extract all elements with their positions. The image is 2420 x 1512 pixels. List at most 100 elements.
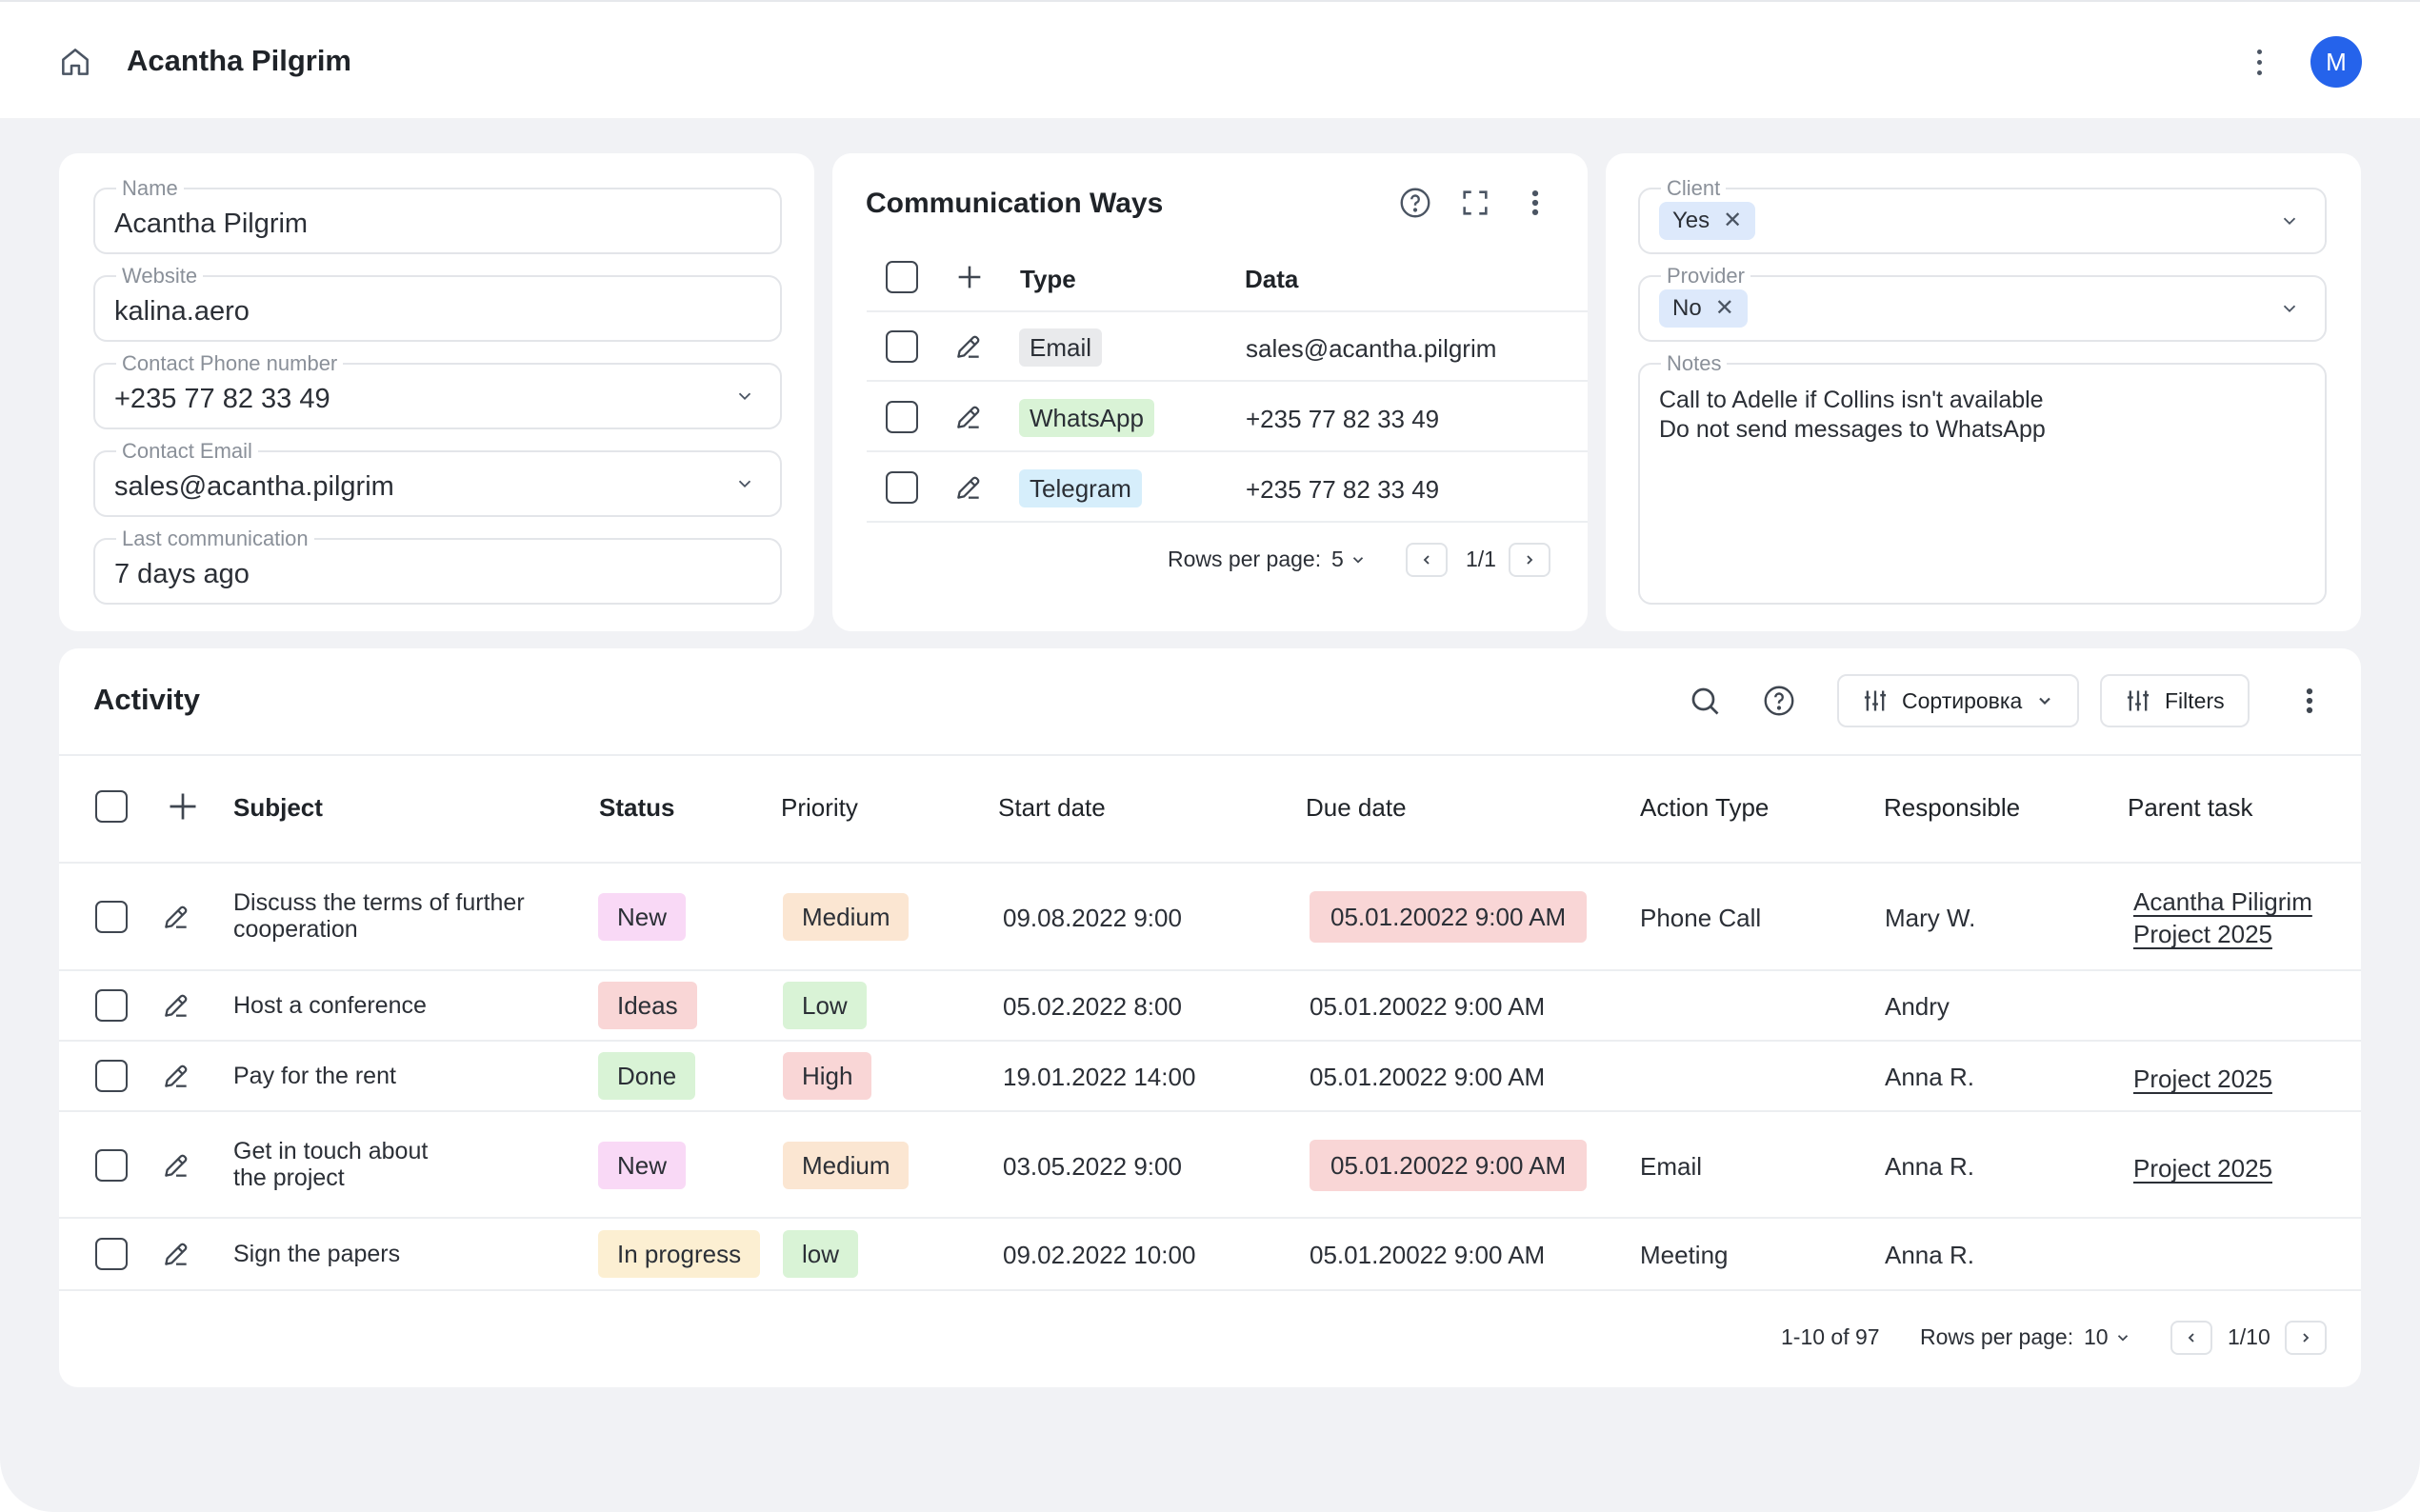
more-options-icon[interactable] [1516, 184, 1554, 222]
due-date-cell: 05.01.20022 9:00 AM [1310, 1140, 1588, 1191]
chevron-down-icon[interactable] [2279, 210, 2300, 231]
start-date-cell: 03.05.2022 9:00 [1003, 1152, 1182, 1181]
action-type-cell: Email [1640, 1152, 1703, 1181]
edit-icon[interactable] [157, 1235, 195, 1273]
phone-value: +235 77 82 33 49 [114, 384, 330, 414]
edit-icon[interactable] [157, 1146, 195, 1184]
column-header-action-type[interactable]: Action Type [1640, 793, 1770, 822]
next-page-button[interactable] [1509, 543, 1550, 577]
rows-per-page-select[interactable]: 5 [1331, 547, 1367, 572]
provider-label: Provider [1661, 264, 1750, 288]
provider-select[interactable]: Provider No ✕ [1638, 264, 2327, 342]
row-checkbox[interactable] [95, 989, 128, 1022]
column-header-parent-task[interactable]: Parent task [2128, 793, 2253, 822]
previous-page-button[interactable] [2170, 1321, 2212, 1355]
parent-task-link[interactable]: Project 2025 [2133, 1064, 2272, 1093]
due-date-cell: 05.01.20022 9:00 AM [1310, 992, 1546, 1021]
top-bar: Acantha Pilgrim M [0, 0, 2420, 118]
remove-icon[interactable]: ✕ [1723, 208, 1743, 233]
column-header-responsible[interactable]: Responsible [1884, 793, 2021, 822]
notes-value: Call to Adelle if Collins isn't availabl… [1659, 387, 2046, 443]
column-header-subject[interactable]: Subject [233, 793, 323, 822]
type-chip: Email [1019, 328, 1103, 367]
data-cell: +235 77 82 33 49 [1246, 475, 1440, 504]
next-page-button[interactable] [2285, 1321, 2327, 1355]
rows-per-page-select[interactable]: 10 [2084, 1324, 2131, 1350]
subject-cell: Pay for the rent [233, 1063, 396, 1089]
website-field[interactable]: Website kalina.aero [93, 264, 782, 342]
select-all-checkbox[interactable] [95, 790, 128, 823]
row-checkbox[interactable] [886, 330, 918, 363]
row-checkbox[interactable] [95, 1238, 128, 1270]
notes-textarea[interactable]: Notes Call to Adelle if Collins isn't av… [1638, 351, 2327, 605]
communication-title: Communication Ways [866, 188, 1164, 219]
help-icon[interactable] [1396, 184, 1434, 222]
divider [59, 1217, 2361, 1219]
column-header-data[interactable]: Data [1245, 265, 1299, 293]
status-badge: New [598, 893, 687, 941]
chevron-down-icon[interactable] [734, 386, 755, 407]
due-date-cell: 05.01.20022 9:00 AM [1310, 1241, 1546, 1269]
column-header-due-date[interactable]: Due date [1306, 793, 1407, 822]
chevron-down-icon[interactable] [734, 473, 755, 494]
filters-button[interactable]: Filters [2100, 674, 2250, 727]
edit-icon[interactable] [157, 986, 195, 1025]
last-communication-value: 7 days ago [114, 559, 250, 589]
priority-badge: low [783, 1230, 859, 1278]
help-icon[interactable] [1760, 682, 1798, 720]
add-icon[interactable] [164, 787, 202, 826]
edit-icon[interactable] [950, 398, 988, 436]
page-title: Acantha Pilgrim [127, 44, 351, 77]
parent-task-link[interactable]: Acantha Piligrim Project 2025 [2133, 887, 2312, 948]
column-header-type[interactable]: Type [1020, 265, 1076, 293]
edit-icon[interactable] [157, 1057, 195, 1095]
name-field[interactable]: Name Acantha Pilgrim [93, 176, 782, 254]
page-indicator: 1/1 [1466, 547, 1496, 571]
start-date-cell: 19.01.2022 14:00 [1003, 1063, 1196, 1091]
remove-icon[interactable]: ✕ [1714, 295, 1734, 321]
select-all-checkbox[interactable] [886, 261, 918, 293]
add-icon[interactable] [950, 258, 989, 296]
row-checkbox[interactable] [95, 1149, 128, 1182]
status-badge: Ideas [598, 982, 697, 1029]
provider-tag: No ✕ [1659, 289, 1748, 328]
fullscreen-icon[interactable] [1456, 184, 1494, 222]
name-label: Name [116, 176, 184, 201]
column-header-start-date[interactable]: Start date [998, 793, 1106, 822]
edit-icon[interactable] [950, 328, 988, 366]
email-select[interactable]: Contact Email sales@acantha.pilgrim [93, 439, 782, 517]
search-icon[interactable] [1686, 682, 1724, 720]
name-value: Acantha Pilgrim [114, 209, 309, 239]
priority-badge: High [783, 1052, 872, 1100]
avatar[interactable]: M [2310, 36, 2362, 88]
start-date-cell: 09.02.2022 10:00 [1003, 1241, 1196, 1269]
row-checkbox[interactable] [886, 471, 918, 504]
previous-page-button[interactable] [1406, 543, 1448, 577]
row-checkbox[interactable] [886, 401, 918, 433]
edit-icon[interactable] [950, 468, 988, 507]
phone-select[interactable]: Contact Phone number +235 77 82 33 49 [93, 351, 782, 429]
divider [867, 310, 1588, 312]
more-options-icon[interactable] [2290, 682, 2329, 720]
row-checkbox[interactable] [95, 1060, 128, 1092]
edit-icon[interactable] [157, 898, 195, 936]
parent-task-link[interactable]: Project 2025 [2133, 1154, 2272, 1183]
column-header-priority[interactable]: Priority [781, 793, 858, 822]
divider [59, 1040, 2361, 1042]
more-options-icon[interactable] [2245, 44, 2273, 80]
responsible-cell: Anna R. [1885, 1063, 1974, 1091]
home-icon[interactable] [57, 44, 93, 80]
range-indicator: 1-10 of 97 [1781, 1324, 1880, 1349]
divider [59, 754, 2361, 756]
client-tag: Yes ✕ [1659, 202, 1756, 240]
divider [59, 969, 2361, 971]
action-type-cell: Phone Call [1640, 904, 1762, 932]
sort-button[interactable]: Сортировка [1837, 674, 2080, 727]
rows-per-page-label: Rows per page: [1920, 1324, 2074, 1349]
row-checkbox[interactable] [95, 901, 128, 933]
priority-badge: Medium [783, 893, 910, 941]
communication-card: Communication Ways Type Data Email sales@… [832, 153, 1588, 631]
client-select[interactable]: Client Yes ✕ [1638, 176, 2327, 254]
column-header-status[interactable]: Status [599, 793, 675, 822]
chevron-down-icon[interactable] [2279, 298, 2300, 319]
